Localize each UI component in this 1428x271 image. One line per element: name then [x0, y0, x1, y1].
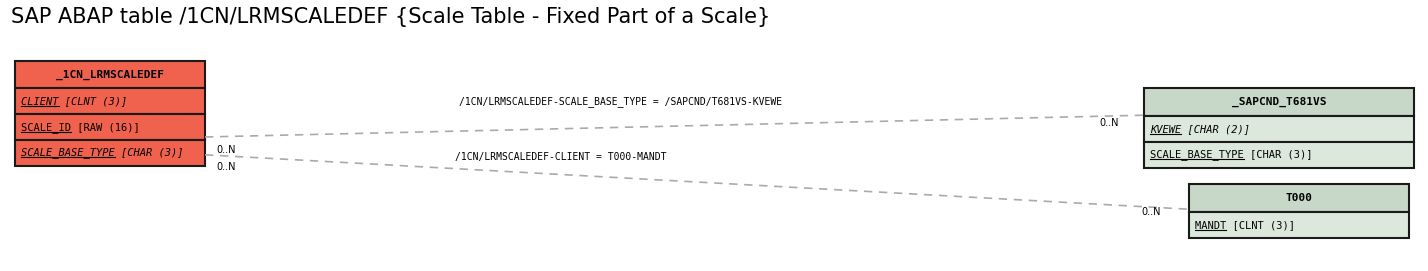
Bar	[1190, 212, 1408, 238]
Bar	[1144, 142, 1414, 168]
Text: KVEWE [CHAR (2)]: KVEWE [CHAR (2)]	[1150, 124, 1250, 134]
Text: SCALE_ID [RAW (16)]: SCALE_ID [RAW (16)]	[21, 122, 140, 133]
Text: 0..N: 0..N	[1100, 118, 1120, 128]
Bar	[16, 89, 206, 114]
Text: _1CN_LRMSCALEDEF: _1CN_LRMSCALEDEF	[56, 70, 164, 80]
Bar	[16, 61, 206, 89]
Text: SAP ABAP table /1CN/LRMSCALEDEF {Scale Table - Fixed Part of a Scale}: SAP ABAP table /1CN/LRMSCALEDEF {Scale T…	[11, 7, 771, 27]
Text: /1CN/LRMSCALEDEF-CLIENT = T000-MANDT: /1CN/LRMSCALEDEF-CLIENT = T000-MANDT	[454, 152, 665, 162]
Bar	[16, 114, 206, 140]
Bar	[1144, 116, 1414, 142]
Bar	[1190, 185, 1408, 212]
Text: T000: T000	[1285, 193, 1312, 203]
Bar	[1144, 89, 1414, 116]
Text: 0..N: 0..N	[216, 162, 236, 172]
Text: /1CN/LRMSCALEDEF-SCALE_BASE_TYPE = /SAPCND/T681VS-KVEWE: /1CN/LRMSCALEDEF-SCALE_BASE_TYPE = /SAPC…	[458, 96, 781, 107]
Text: SCALE_BASE_TYPE [CHAR (3)]: SCALE_BASE_TYPE [CHAR (3)]	[21, 147, 184, 158]
Text: MANDT [CLNT (3)]: MANDT [CLNT (3)]	[1195, 220, 1295, 230]
Text: SCALE_BASE_TYPE [CHAR (3)]: SCALE_BASE_TYPE [CHAR (3)]	[1150, 149, 1312, 160]
Bar	[16, 140, 206, 166]
Text: CLIENT [CLNT (3)]: CLIENT [CLNT (3)]	[21, 96, 127, 106]
Text: 0..N: 0..N	[1141, 207, 1161, 217]
Text: 0..N: 0..N	[216, 145, 236, 155]
Text: _SAPCND_T681VS: _SAPCND_T681VS	[1231, 97, 1327, 108]
